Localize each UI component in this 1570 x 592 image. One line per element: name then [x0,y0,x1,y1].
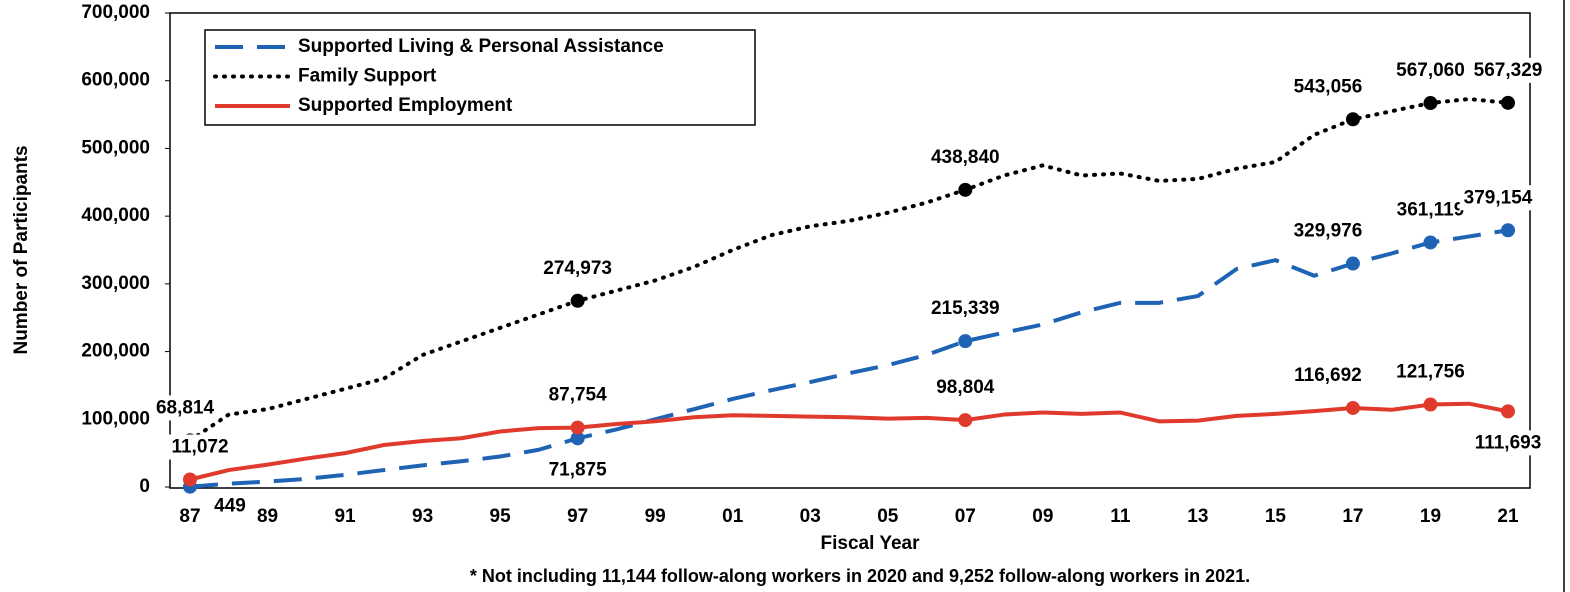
data-label-bg [1392,58,1469,84]
data-label-bg [1470,430,1546,456]
data-point [183,472,197,487]
data-label: 329,976 [1294,221,1363,242]
y-tick-label: 0 [139,476,150,497]
data-label: 567,060 [1396,60,1465,81]
data-label-bg [1459,185,1537,211]
x-tick-label: 05 [877,506,899,527]
data-label: 116,692 [1294,365,1362,386]
data-point [958,334,973,349]
data-label: 567,329 [1474,60,1543,81]
data-label-bg [539,255,616,281]
data-point [1345,112,1360,127]
data-label: 71,875 [549,459,608,480]
data-label: 361,119 [1397,199,1465,220]
x-tick-label: 91 [334,506,356,527]
y-tick-label: 700,000 [81,2,150,23]
y-axis-label: Number of Participants [11,145,32,354]
data-label-bg [151,395,219,421]
x-tick-label: 13 [1187,506,1208,527]
data-point [1423,96,1438,111]
data-label: 215,339 [931,298,1000,319]
data-point [570,293,585,308]
y-tick-label: 400,000 [81,205,150,226]
data-label-bg [1289,218,1367,244]
legend-label: Family Support [298,66,437,87]
legend-box [204,29,756,126]
data-label-bg [210,493,250,519]
data-point [1345,400,1360,415]
data-point [1423,235,1438,250]
x-tick-label: 21 [1497,506,1519,527]
data-point [570,420,585,435]
x-tick-label: 95 [490,506,512,527]
data-label-bg [1392,359,1469,385]
y-tick-label: 100,000 [81,408,150,429]
y-tick-label: 300,000 [81,273,150,294]
x-tick-label: 01 [722,506,744,527]
data-point [1345,256,1360,271]
series-line [189,228,1509,489]
data-label-bg [1290,362,1366,388]
x-tick-label: 93 [412,506,433,527]
data-label: 111,693 [1475,432,1542,453]
y-tick-label: 200,000 [81,341,150,362]
data-label: 121,756 [1396,362,1465,383]
data-label: 449 [214,496,246,517]
data-label: 87,754 [549,385,608,406]
data-label-bg [926,296,1004,322]
data-label: 543,056 [1294,76,1363,97]
data-label-bg [544,382,612,408]
series-line [189,401,1509,482]
data-label: 98,804 [936,377,995,398]
data-label-bg [1289,74,1367,100]
data-point [958,413,973,428]
y-tick-label: 500,000 [81,137,150,158]
x-tick-label: 07 [955,506,976,527]
legend-label: Supported Living & Personal Assistance [298,36,664,57]
x-tick-label: 09 [1032,506,1053,527]
data-label-bg [932,375,999,401]
data-label: 379,154 [1464,187,1533,208]
data-label: 438,840 [931,147,1000,168]
data-label-bg [544,457,612,483]
x-tick-label: 17 [1342,506,1363,527]
data-label: 274,973 [543,258,612,279]
x-tick-label: 99 [645,506,666,527]
footnote: * Not including 11,144 follow-along work… [470,566,1250,586]
data-label-bg [1392,197,1469,223]
y-tick-label: 600,000 [81,70,150,91]
x-tick-label: 03 [800,506,821,527]
data-point [1423,397,1438,412]
data-point [1501,223,1515,238]
legend-label: Supported Employment [298,95,513,116]
plot-area [169,12,1531,489]
x-axis-label: Fiscal Year [821,533,921,554]
data-point [1501,404,1515,419]
data-point [958,182,973,197]
x-tick-label: 97 [567,506,588,527]
data-label: 11,072 [171,437,228,458]
data-point [1501,95,1515,110]
data-point [570,431,585,446]
series-line [188,96,1510,443]
data-label-bg [1469,57,1547,83]
x-tick-label: 11 [1110,506,1131,527]
data-label-bg [926,144,1004,170]
data-label: 68,814 [156,397,215,418]
x-tick-label: 19 [1420,506,1441,527]
x-tick-label: 89 [257,506,278,527]
x-tick-label: 87 [179,506,200,527]
x-tick-label: 15 [1265,506,1287,527]
data-label-bg [167,434,233,460]
